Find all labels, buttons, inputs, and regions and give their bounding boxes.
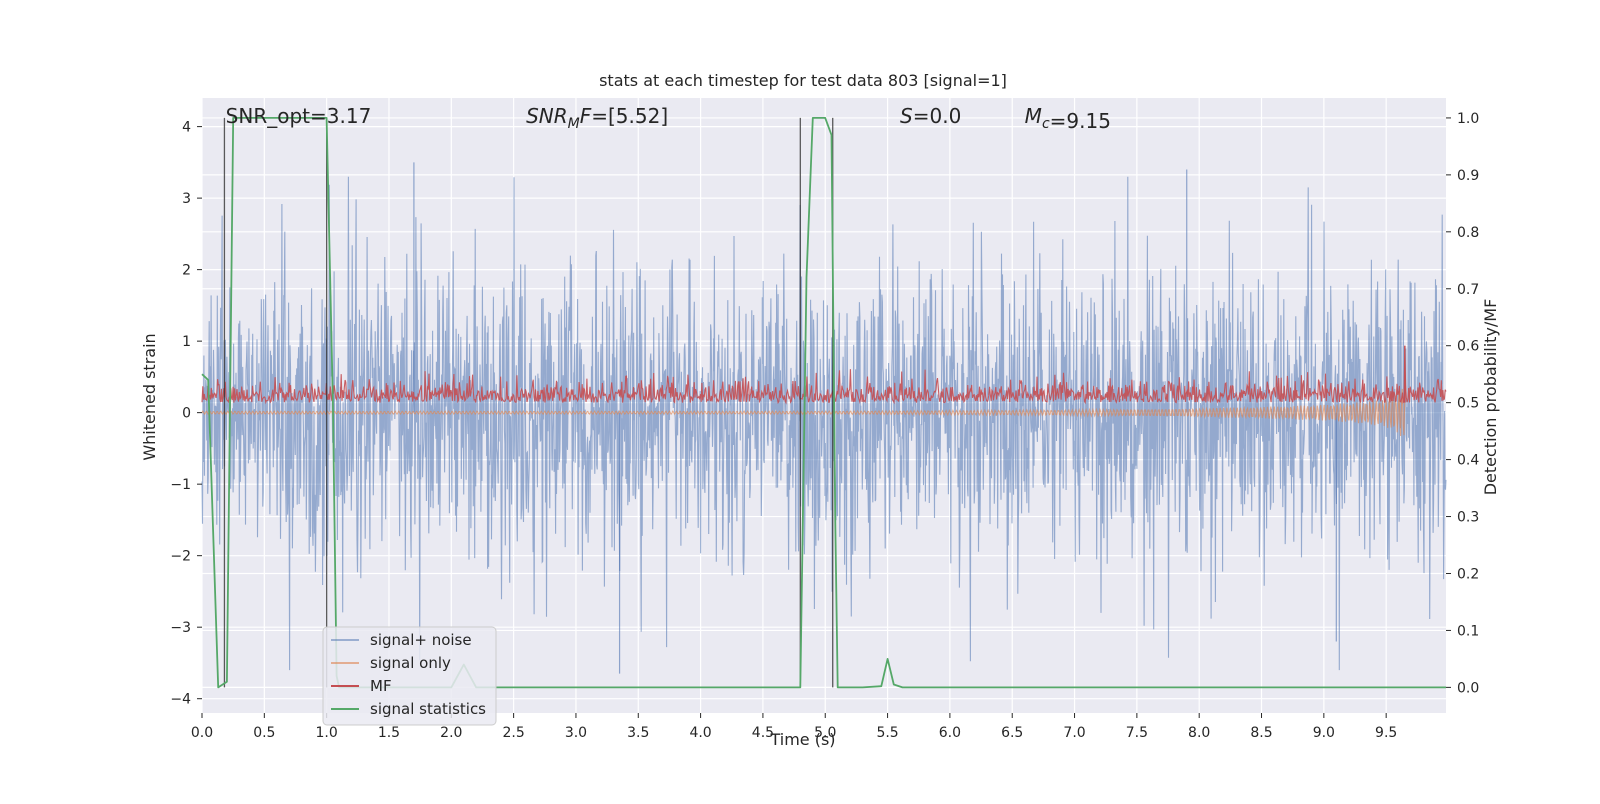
y-left-tick-label-7: −3 xyxy=(170,620,191,636)
signal-statistics-series xyxy=(201,117,1446,689)
annotations: SNR_opt=3.17 SNRMF=[5.52] S=0.0 Mc=9.15 xyxy=(226,104,1111,133)
annotation-0: SNR_opt=3.17 xyxy=(226,104,372,128)
y-left-tick-label-5: −1 xyxy=(170,477,191,493)
y-left-tick-label-1: 3 xyxy=(182,191,191,207)
chart-title: stats at each timestep for test data 803… xyxy=(599,71,1007,90)
x-tick-label-18: 9.0 xyxy=(1313,725,1335,741)
y-left-tick-label-2: 2 xyxy=(182,263,191,279)
y-right-tick-label-7: 0.3 xyxy=(1457,510,1479,526)
y-right-tick-label-8: 0.2 xyxy=(1457,566,1479,582)
annotation-1: SNRMF=[5.52] xyxy=(526,104,668,132)
annotation-2: S=0.0 xyxy=(900,104,961,128)
x-tick-label-11: 5.5 xyxy=(876,725,898,741)
y-axis-left-label: Whitened strain xyxy=(140,333,159,460)
legend: signal+ noise signal only MF signal stat… xyxy=(322,626,497,726)
legend-label-signal-statistics: signal statistics xyxy=(370,700,486,718)
y-right-tick-label-3: 0.7 xyxy=(1457,282,1479,298)
y-right-tick-label-10: 0.0 xyxy=(1457,680,1479,696)
x-axis-label: Time (s) xyxy=(769,730,835,749)
y-right-tick-label-9: 0.1 xyxy=(1457,623,1479,639)
x-tick-label-17: 8.5 xyxy=(1250,725,1272,741)
x-tick-label-15: 7.5 xyxy=(1126,725,1148,741)
annotation-3: Mc=9.15 xyxy=(1025,104,1111,133)
y-right-tick-label-0: 1.0 xyxy=(1457,111,1479,127)
y-right-tick-label-1: 0.9 xyxy=(1457,168,1479,184)
y-right-tick-label-6: 0.4 xyxy=(1457,453,1479,469)
x-tick-label-9: 4.5 xyxy=(752,725,774,741)
signal-only-line xyxy=(201,388,1406,437)
y-left-tick-label-6: −2 xyxy=(170,549,191,565)
legend-label-signal-noise: signal+ noise xyxy=(370,631,472,649)
x-tick-label-0: 0.0 xyxy=(191,725,213,741)
legend-label-mf: MF xyxy=(370,677,392,695)
x-tick-label-4: 2.0 xyxy=(440,725,462,741)
x-tick-label-10: 5.0 xyxy=(814,725,836,741)
axes: 0.0 0.5 1.0 1.5 2.0 2.5 3.0 3.5 4.0 4.5 5.0 5.5 6.0 6… xyxy=(170,111,1479,741)
y-left-tick-label-4: 0 xyxy=(182,406,191,422)
x-tick-label-8: 4.0 xyxy=(689,725,711,741)
signal-noise-line xyxy=(201,176,1447,671)
x-tick-label-14: 7.0 xyxy=(1063,725,1085,741)
mf-series xyxy=(201,345,1447,405)
x-tick-label-19: 9.5 xyxy=(1375,725,1397,741)
y-left-tick-label-3: 1 xyxy=(182,334,191,350)
signal-only-series xyxy=(201,388,1406,437)
x-tick-label-13: 6.5 xyxy=(1001,725,1023,741)
x-tick-label-7: 3.5 xyxy=(627,725,649,741)
y-right-tick-label-4: 0.6 xyxy=(1457,339,1479,355)
y-right-tick-label-5: 0.5 xyxy=(1457,396,1479,412)
mf-line xyxy=(201,345,1447,405)
x-tick-label-3: 1.5 xyxy=(378,725,400,741)
x-tick-label-5: 2.5 xyxy=(502,725,524,741)
y-left-tick-label-0: 4 xyxy=(182,120,191,136)
x-tick-label-6: 3.0 xyxy=(565,725,587,741)
y-right-tick-label-2: 0.8 xyxy=(1457,225,1479,241)
x-tick-label-12: 6.0 xyxy=(939,725,961,741)
x-tick-label-16: 8.0 xyxy=(1188,725,1210,741)
legend-box xyxy=(322,626,497,726)
signal-noise-series xyxy=(201,162,1447,674)
legend-label-signal-only: signal only xyxy=(370,654,451,672)
y-left-tick-label-8: −4 xyxy=(170,692,191,708)
x-tick-label-2: 1.0 xyxy=(316,725,338,741)
signal-statistics-line xyxy=(201,117,1446,689)
x-tick-label-1: 0.5 xyxy=(253,725,275,741)
y-axis-right-label: Detection probability/MF xyxy=(1481,299,1500,496)
